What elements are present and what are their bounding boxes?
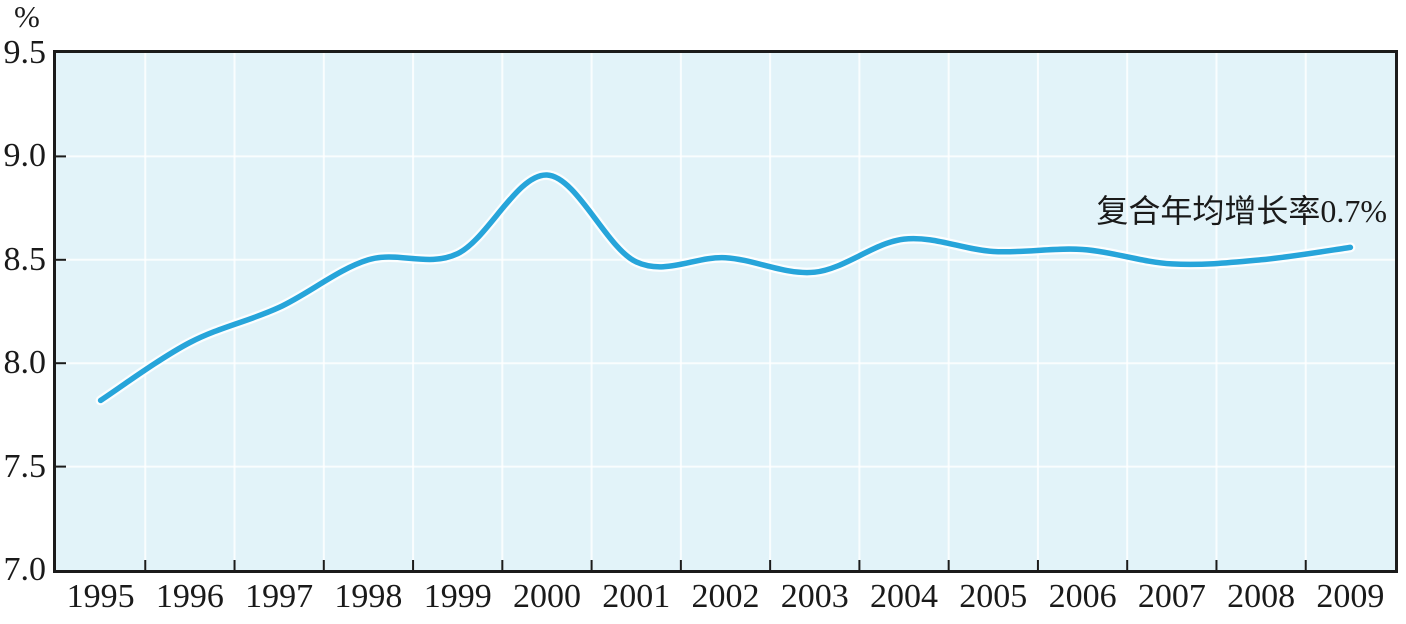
y-tick-label: 7.0 [3,551,47,588]
plot-area: 复合年均增长率0.7% [53,50,1398,573]
x-tick-label: 2003 [780,578,849,615]
data-line [97,172,1354,404]
x-tick-label: 2001 [602,578,671,615]
x-tick-label: 2008 [1227,578,1296,615]
x-tick-label: 2005 [959,578,1028,615]
y-tick-label: 9.5 [3,34,47,71]
x-axis-labels: 1995 1996 1997 1998 1999 2000 2001 2002 2003 2004… [56,578,1395,620]
y-axis-unit-label: % [14,0,40,34]
x-tick-label: 2009 [1316,578,1385,615]
x-tick-label: 1999 [423,578,492,615]
x-tick-label: 2004 [870,578,939,615]
y-tick-label: 7.5 [3,447,47,485]
x-tick-label: 1998 [334,578,403,615]
cagr-annotation: 复合年均增长率0.7% [1096,193,1387,229]
y-tick-label: 9.0 [3,137,47,175]
y-tick-label: 8.0 [3,344,47,382]
x-tick-label: 2007 [1137,578,1206,615]
y-axis-labels: 9.5 9.0 8.5 8.0 7.5 7.0 [0,0,47,624]
x-tick-label: 2006 [1048,578,1117,615]
x-tick-label: 1996 [155,578,224,615]
x-tick-label: 1995 [66,578,135,615]
x-tick-label: 2000 [512,578,581,615]
chart-canvas [56,53,1395,570]
x-tick-label: 2002 [691,578,760,615]
x-tick-label: 1997 [245,578,314,615]
y-tick-label: 8.5 [3,240,47,278]
